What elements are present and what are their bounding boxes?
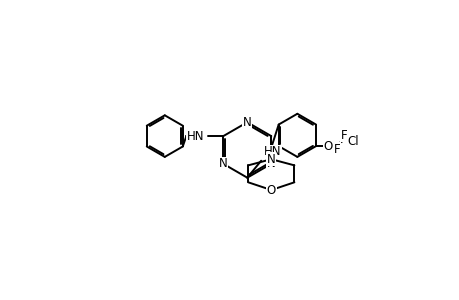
Text: HN: HN: [263, 146, 280, 158]
Text: O: O: [266, 184, 275, 196]
Text: N: N: [218, 157, 227, 170]
Text: N: N: [266, 153, 275, 166]
Text: HN: HN: [186, 130, 204, 142]
Text: F: F: [340, 129, 346, 142]
Text: F: F: [334, 143, 340, 156]
Text: N: N: [266, 157, 275, 170]
Text: N: N: [242, 116, 251, 129]
Text: O: O: [323, 140, 332, 153]
Text: Cl: Cl: [347, 135, 358, 148]
